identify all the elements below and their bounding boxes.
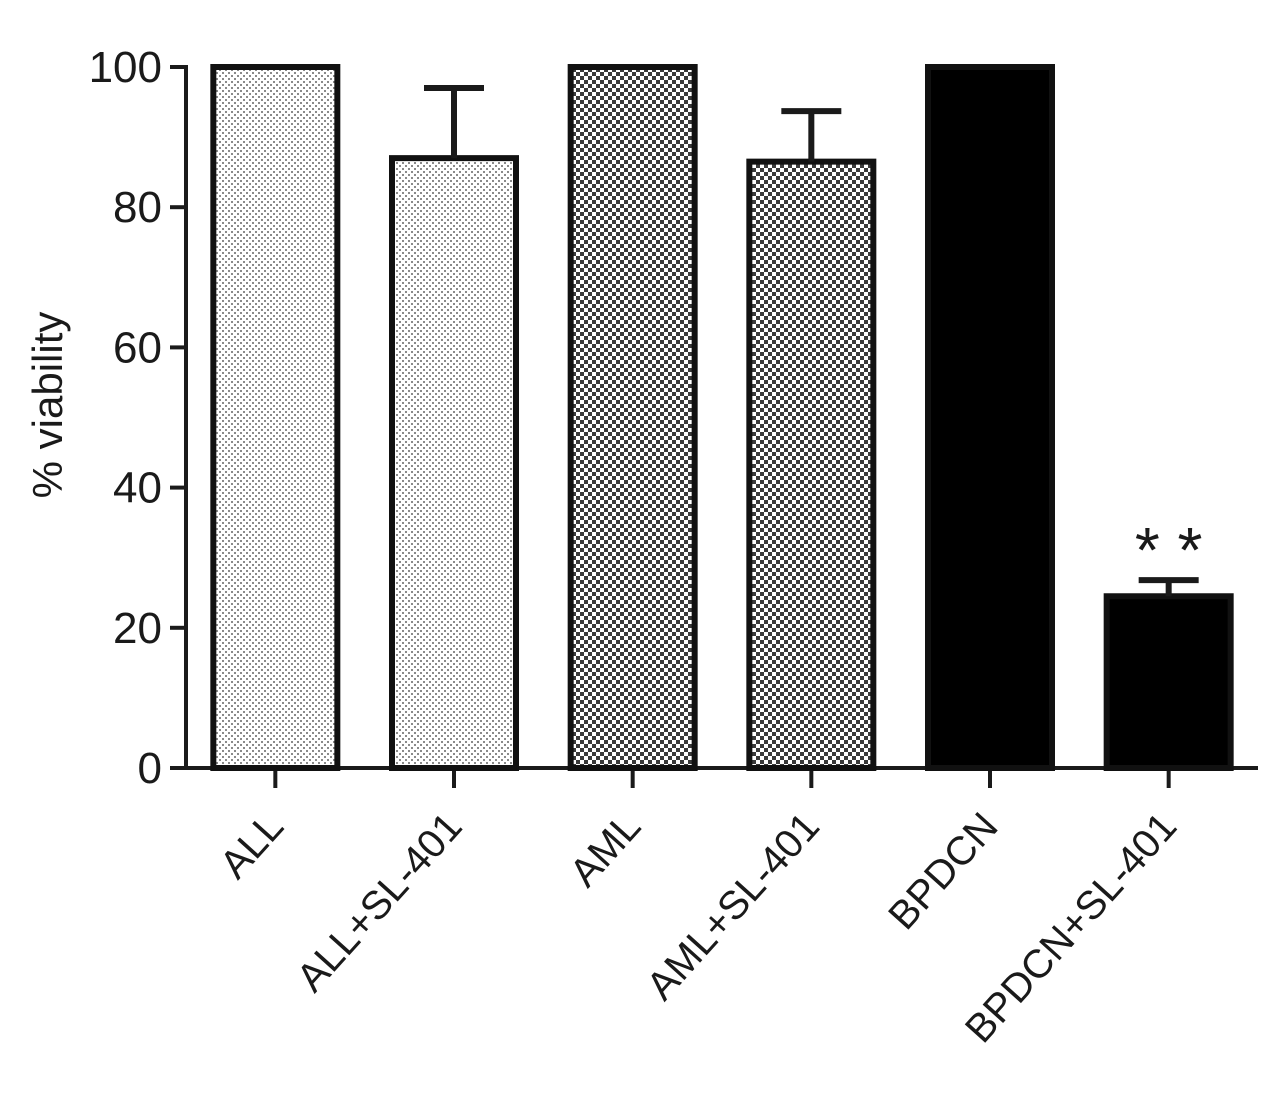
y-tick-label: 40 — [113, 464, 162, 513]
bar-all — [210, 64, 341, 771]
y-axis-title: % viability — [24, 312, 71, 499]
y-tick-label: 100 — [89, 43, 162, 92]
bar-aml-sl-401 — [746, 158, 877, 771]
x-category-label: ALL — [212, 805, 292, 887]
x-category-label: ALL+SL-401 — [288, 805, 470, 1001]
bar-aml — [567, 64, 698, 771]
y-tick-label: 0 — [138, 744, 162, 793]
axes — [170, 65, 1258, 788]
x-category-label: AML — [562, 805, 650, 896]
y-tick-label: 60 — [113, 323, 162, 372]
y-tick-label: 80 — [113, 183, 162, 232]
error-bars — [424, 85, 1199, 597]
y-tick-label: 20 — [113, 604, 162, 653]
x-category-label: BPDCN — [880, 805, 1006, 939]
significance-annotation: * * — [1135, 514, 1203, 586]
bars — [210, 64, 1234, 771]
bar-bpdcn — [925, 64, 1055, 771]
x-category-label: AML+SL-401 — [638, 805, 828, 1009]
bar-bpdcn-sl-401 — [1103, 593, 1234, 771]
bar-all-sl-401 — [389, 155, 519, 771]
